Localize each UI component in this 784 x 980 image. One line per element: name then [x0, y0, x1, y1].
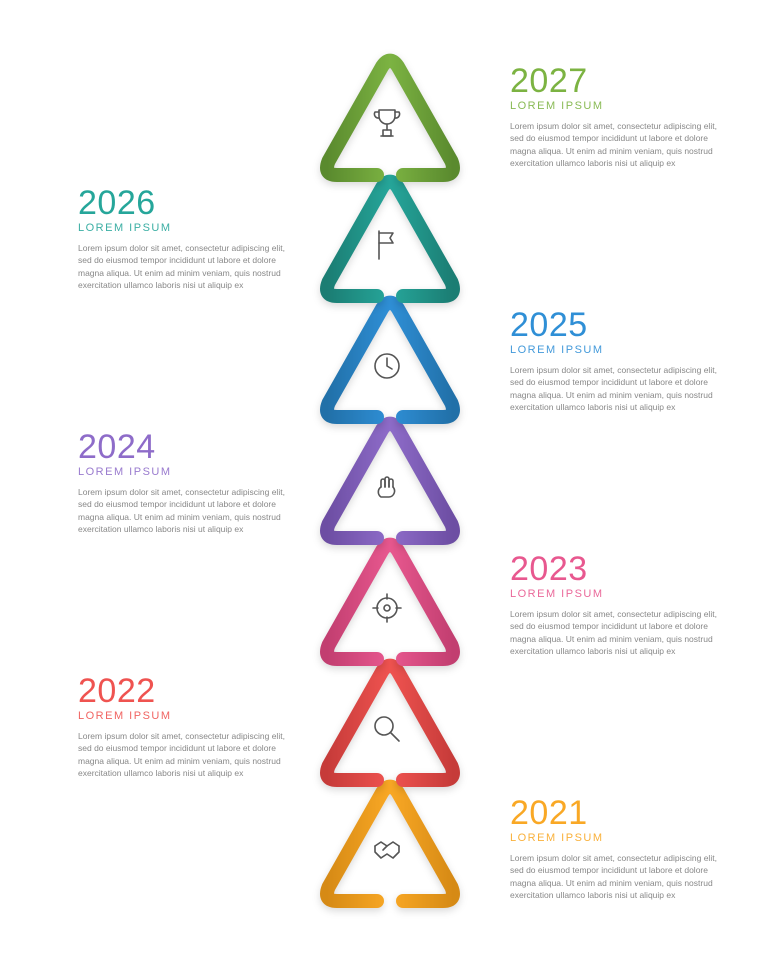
subtitle-label: LOREM IPSUM	[510, 100, 720, 112]
fist-icon	[369, 469, 411, 511]
subtitle-label: LOREM IPSUM	[78, 466, 288, 478]
timeline-text-2022: 2022 LOREM IPSUM Lorem ipsum dolor sit a…	[78, 674, 288, 779]
timeline-triangle-2023	[310, 530, 470, 670]
timeline-text-2027: 2027 LOREM IPSUM Lorem ipsum dolor sit a…	[510, 64, 720, 169]
subtitle-label: LOREM IPSUM	[510, 344, 720, 356]
year-label: 2025	[510, 308, 720, 342]
timeline-text-2025: 2025 LOREM IPSUM Lorem ipsum dolor sit a…	[510, 308, 720, 413]
timeline-text-2026: 2026 LOREM IPSUM Lorem ipsum dolor sit a…	[78, 186, 288, 291]
year-label: 2022	[78, 674, 288, 708]
timeline-triangle-2021	[310, 772, 470, 912]
trophy-icon	[369, 106, 411, 148]
timeline-text-2024: 2024 LOREM IPSUM Lorem ipsum dolor sit a…	[78, 430, 288, 535]
year-label: 2024	[78, 430, 288, 464]
timeline-canvas: 2027 LOREM IPSUM Lorem ipsum dolor sit a…	[0, 0, 784, 980]
timeline-text-2023: 2023 LOREM IPSUM Lorem ipsum dolor sit a…	[510, 552, 720, 657]
timeline-triangle-2024	[310, 409, 470, 549]
body-text: Lorem ipsum dolor sit amet, consectetur …	[78, 242, 288, 291]
subtitle-label: LOREM IPSUM	[78, 710, 288, 722]
clock-icon	[369, 348, 411, 390]
year-label: 2021	[510, 796, 720, 830]
body-text: Lorem ipsum dolor sit amet, consectetur …	[510, 608, 720, 657]
timeline-triangle-2022	[310, 651, 470, 791]
body-text: Lorem ipsum dolor sit amet, consectetur …	[510, 364, 720, 413]
timeline-text-2021: 2021 LOREM IPSUM Lorem ipsum dolor sit a…	[510, 796, 720, 901]
year-label: 2023	[510, 552, 720, 586]
subtitle-label: LOREM IPSUM	[510, 588, 720, 600]
flag-icon	[369, 227, 411, 269]
body-text: Lorem ipsum dolor sit amet, consectetur …	[510, 852, 720, 901]
subtitle-label: LOREM IPSUM	[510, 832, 720, 844]
timeline-triangle-2025	[310, 288, 470, 428]
subtitle-label: LOREM IPSUM	[78, 222, 288, 234]
timeline-triangle-2027	[310, 46, 470, 186]
magnify-icon	[369, 711, 411, 753]
timeline-triangle-2026	[310, 167, 470, 307]
body-text: Lorem ipsum dolor sit amet, consectetur …	[78, 486, 288, 535]
year-label: 2026	[78, 186, 288, 220]
handshake-icon	[369, 832, 411, 874]
target-icon	[369, 590, 411, 632]
body-text: Lorem ipsum dolor sit amet, consectetur …	[510, 120, 720, 169]
body-text: Lorem ipsum dolor sit amet, consectetur …	[78, 730, 288, 779]
year-label: 2027	[510, 64, 720, 98]
